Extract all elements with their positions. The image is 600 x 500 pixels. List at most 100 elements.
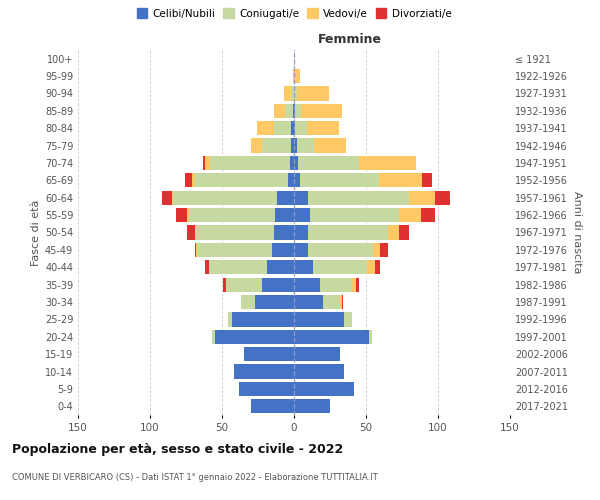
Bar [194, 243, 196, 257]
Bar [291, 138, 294, 152]
Bar [388, 226, 399, 239]
Bar [189, 208, 275, 222]
Bar [161, 190, 172, 205]
Bar [251, 138, 262, 152]
Bar [344, 312, 352, 326]
Bar [307, 121, 338, 136]
Bar [294, 104, 295, 118]
Bar [294, 295, 323, 309]
Bar [310, 208, 399, 222]
Bar [369, 330, 372, 344]
Bar [284, 86, 291, 101]
Bar [262, 278, 294, 292]
Bar [294, 312, 344, 326]
Bar [294, 330, 369, 344]
Bar [374, 260, 380, 274]
Bar [228, 312, 232, 326]
Bar [293, 69, 294, 83]
Bar [373, 243, 380, 257]
Bar [323, 295, 340, 309]
Bar [294, 260, 313, 274]
Bar [308, 226, 388, 239]
Bar [209, 260, 266, 274]
Bar [409, 190, 435, 205]
Bar [297, 86, 329, 101]
Bar [241, 295, 255, 309]
Bar [288, 173, 294, 188]
Bar [275, 208, 294, 222]
Bar [205, 156, 211, 170]
Bar [185, 173, 192, 188]
Bar [291, 121, 294, 136]
Bar [294, 226, 308, 239]
Bar [187, 226, 194, 239]
Bar [187, 208, 189, 222]
Bar [223, 278, 226, 292]
Bar [176, 208, 187, 222]
Bar [205, 260, 209, 274]
Legend: Celibi/Nubili, Coniugati/e, Vedovi/e, Divorziati/e: Celibi/Nubili, Coniugati/e, Vedovi/e, Di… [133, 4, 455, 23]
Bar [422, 173, 432, 188]
Bar [294, 69, 300, 83]
Bar [367, 260, 374, 274]
Bar [300, 173, 379, 188]
Bar [421, 208, 435, 222]
Bar [262, 138, 291, 152]
Bar [272, 243, 294, 257]
Bar [257, 121, 274, 136]
Bar [314, 138, 346, 152]
Bar [291, 86, 294, 101]
Bar [294, 278, 320, 292]
Bar [211, 156, 290, 170]
Bar [308, 190, 409, 205]
Bar [301, 104, 341, 118]
Bar [266, 260, 294, 274]
Text: COMUNE DI VERBICARO (CS) - Dati ISTAT 1° gennaio 2022 - Elaborazione TUTTITALIA.: COMUNE DI VERBICARO (CS) - Dati ISTAT 1°… [12, 472, 378, 482]
Bar [244, 347, 294, 362]
Text: Femmine: Femmine [318, 34, 382, 46]
Bar [293, 104, 294, 118]
Bar [294, 208, 310, 222]
Bar [379, 173, 422, 188]
Bar [294, 173, 300, 188]
Text: Popolazione per età, sesso e stato civile - 2022: Popolazione per età, sesso e stato civil… [12, 442, 343, 456]
Bar [352, 278, 356, 292]
Bar [274, 121, 291, 136]
Bar [399, 226, 409, 239]
Bar [212, 330, 215, 344]
Bar [172, 190, 173, 205]
Bar [298, 156, 359, 170]
Bar [194, 226, 274, 239]
Bar [251, 399, 294, 413]
Y-axis label: Anni di nascita: Anni di nascita [572, 191, 582, 274]
Bar [399, 208, 421, 222]
Bar [340, 295, 341, 309]
Bar [356, 278, 359, 292]
Bar [435, 190, 449, 205]
Bar [197, 243, 272, 257]
Bar [173, 190, 277, 205]
Bar [294, 347, 340, 362]
Bar [313, 260, 367, 274]
Bar [203, 156, 205, 170]
Bar [294, 86, 297, 101]
Bar [226, 278, 262, 292]
Bar [294, 156, 298, 170]
Bar [295, 104, 301, 118]
Bar [196, 243, 197, 257]
Bar [294, 243, 308, 257]
Y-axis label: Fasce di età: Fasce di età [31, 200, 41, 266]
Bar [232, 312, 294, 326]
Bar [294, 382, 355, 396]
Bar [294, 138, 297, 152]
Bar [359, 156, 416, 170]
Bar [341, 295, 343, 309]
Bar [233, 364, 294, 378]
Bar [294, 121, 295, 136]
Bar [380, 243, 388, 257]
Bar [290, 156, 294, 170]
Bar [194, 173, 288, 188]
Bar [286, 104, 293, 118]
Bar [215, 330, 294, 344]
Bar [308, 243, 373, 257]
